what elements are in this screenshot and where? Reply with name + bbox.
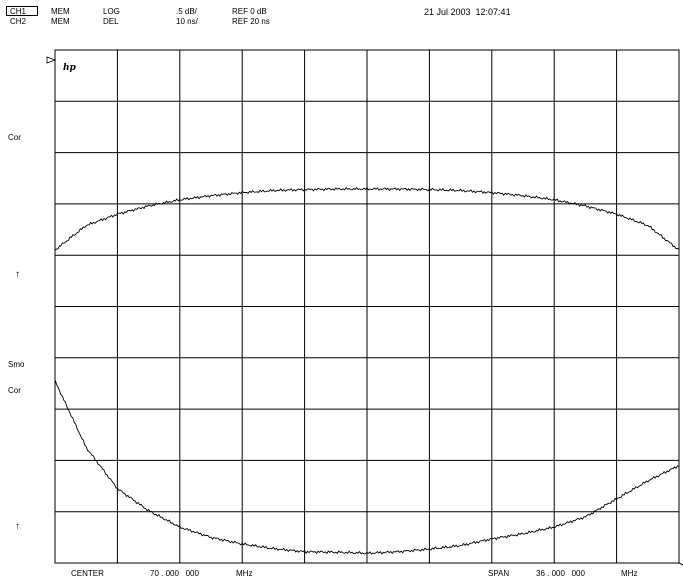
ch2-format: DEL (103, 17, 119, 26)
center-label: CENTER (71, 569, 104, 578)
ch2-scale: 10 ns/ (176, 17, 198, 26)
ch1-mem: MEM (51, 7, 70, 16)
ch1-format: LOG (103, 7, 120, 16)
ch1-ref: REF 0 dB (232, 7, 267, 16)
trace-ch2 (54, 379, 680, 555)
ch2-label[interactable]: CH2 (10, 17, 27, 26)
ch2-mem: MEM (51, 17, 70, 26)
center-value: 70 . 000 000 (150, 569, 199, 578)
ch2-cor-label: Cor (8, 386, 21, 395)
hp-logo: hp (63, 63, 76, 73)
timestamp: 21 Jul 2003 12:07:41 (424, 7, 511, 17)
span-unit: MHz (621, 569, 638, 578)
ch2-smo-label: Smo (8, 360, 25, 369)
ch1-active-box[interactable] (6, 6, 38, 16)
ch1-label[interactable]: CH1 (10, 7, 27, 16)
end-marker (678, 562, 683, 566)
trace-ch1 (54, 186, 680, 251)
ch1-cor-label: Cor (8, 133, 21, 142)
center-unit: MHz (236, 569, 253, 578)
span-value: 36 . 000 000 (536, 569, 585, 578)
span-label: SPAN (488, 569, 510, 578)
ch2-reference-arrow-icon: ↑ (15, 521, 20, 532)
start-marker-icon (46, 56, 57, 64)
ch2-ref: REF 20 ns (232, 17, 270, 26)
ch1-scale: .5 dB/ (176, 7, 197, 16)
ch1-reference-arrow-icon: ↑ (15, 269, 20, 280)
